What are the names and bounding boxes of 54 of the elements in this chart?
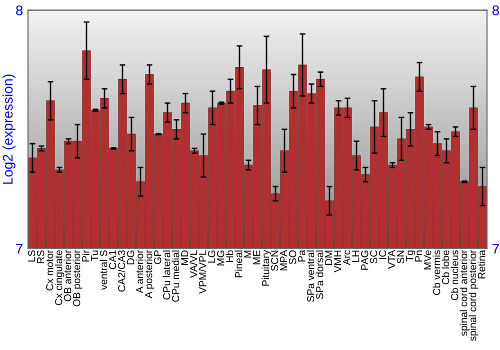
x-tick-label: IC: [379, 250, 386, 260]
x-tick-label: CA2/CA3: [118, 250, 126, 292]
y-axis-title: Log2 (expression): [2, 74, 16, 184]
x-tick-label: SN: [397, 250, 404, 264]
x-tick-label: spinal cord anterior: [460, 250, 470, 336]
x-tick-label: CA1: [109, 250, 116, 270]
x-tick-label: VA/VL: [190, 250, 198, 278]
x-tick-label: Pituitary: [262, 250, 272, 286]
x-tick-label: LS: [28, 250, 36, 262]
x-tick-label: VMH: [334, 250, 342, 272]
x-tick-label: RS: [37, 250, 44, 264]
x-tick-label: LG: [208, 250, 216, 263]
x-tick-label: LH: [352, 250, 360, 262]
x-tick-label: MVe: [424, 250, 432, 270]
x-tick-label: SC: [370, 250, 378, 264]
y2-tick-label: 7: [492, 244, 499, 254]
x-tick-label: SO: [289, 250, 296, 264]
x-tick-label: OB anterior: [64, 250, 72, 302]
x-tick-label: VTA: [388, 250, 396, 269]
x-tick-label: DM: [325, 250, 332, 265]
x-tick-label: DG: [127, 250, 134, 264]
x-tick-label: Pineal: [234, 250, 242, 278]
x-tick-label: Cb nucleus: [450, 250, 458, 300]
x-tick-label: Retina: [478, 250, 486, 278]
x-tick-label: CPu medial: [172, 250, 180, 302]
x-tick-label: GP: [154, 250, 162, 264]
x-tick-label: Pir: [82, 250, 90, 262]
y2-tick-label: 8: [492, 5, 499, 16]
x-tick-label: OB posterior: [72, 250, 82, 306]
x-tick-label: ventral S: [100, 250, 108, 290]
x-tick-label: CPu lateral: [162, 250, 170, 300]
x-tick-label: SPa ventral: [306, 250, 314, 302]
x-tick-label: Tu: [91, 250, 98, 262]
x-tick-label: Pa: [298, 250, 306, 262]
x-tick-label: MPA: [280, 250, 288, 270]
x-tick-label: Cb vermis: [432, 250, 440, 295]
x-tick-label: M: [244, 250, 252, 258]
x-tick-label: MD: [181, 250, 188, 265]
x-tick-label: A posterior: [144, 250, 154, 298]
x-tick-label: Hb: [226, 250, 234, 262]
x-tick-label: spinal cord posterior: [468, 250, 478, 341]
x-tick-label: Arc: [343, 250, 350, 266]
x-tick-label: Pn: [415, 250, 422, 262]
x-tick-label: Cb lobe: [442, 250, 450, 284]
x-tick-label: MG: [217, 250, 224, 266]
x-tick-label: SPa dorsal: [316, 250, 324, 300]
x-tick-label: A anterior: [136, 250, 144, 294]
x-tick-label: ME: [253, 250, 260, 264]
x-tick-label: SCN: [271, 250, 278, 271]
x-tick-label: Cx cingulate: [54, 250, 64, 306]
x-tick-label: Tg: [406, 250, 416, 262]
x-tick-label: PAG: [361, 250, 368, 270]
x-tick-label: Cx motor: [46, 250, 54, 290]
x-tick-label: VPM/VPL: [198, 250, 206, 294]
